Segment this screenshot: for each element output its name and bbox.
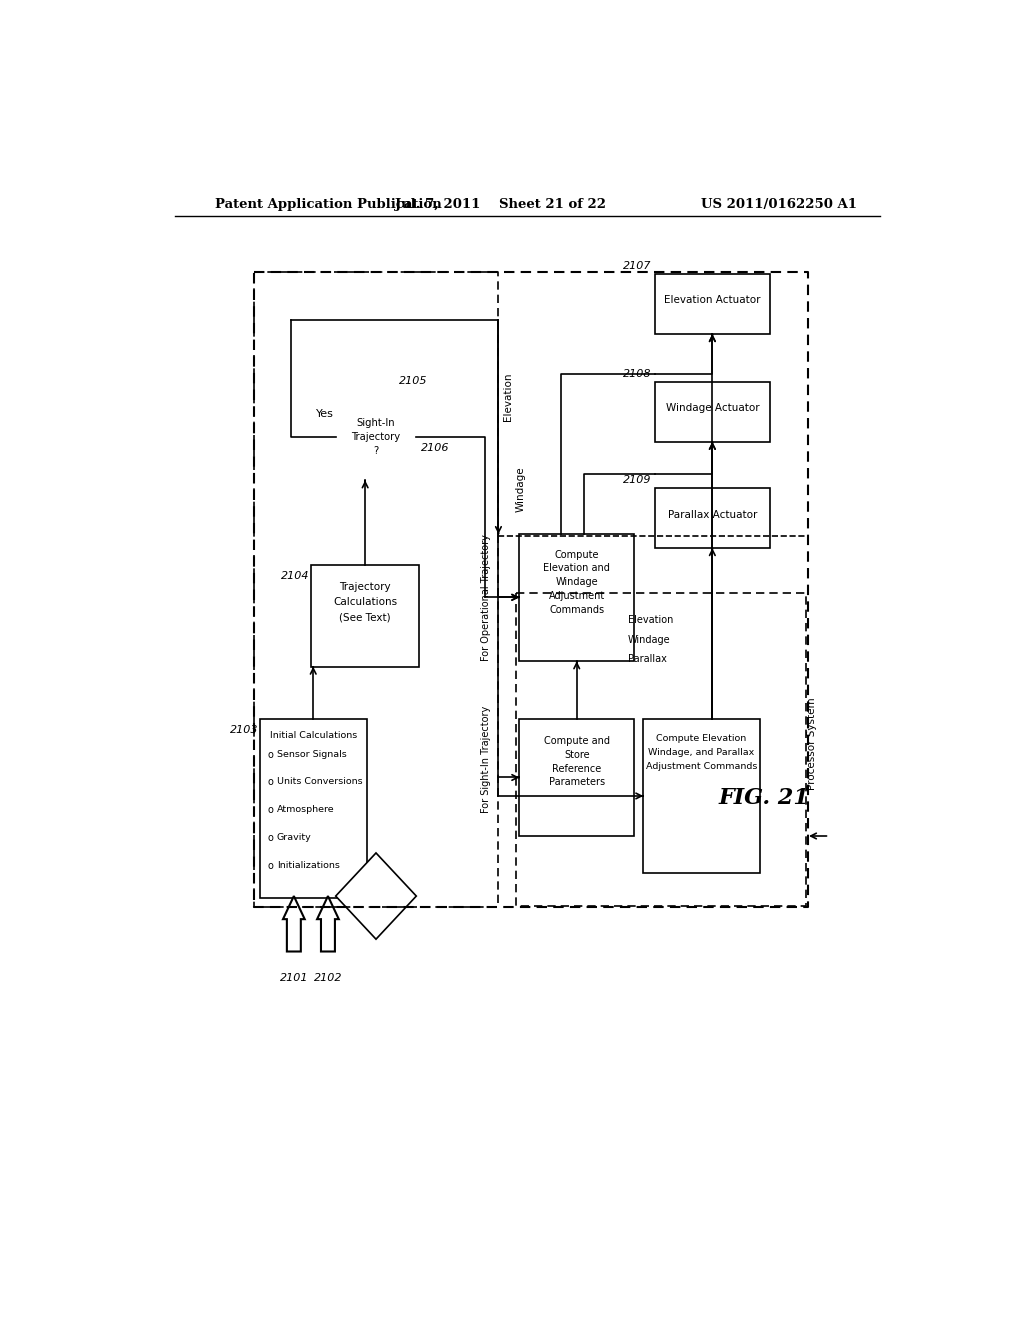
Polygon shape xyxy=(317,896,339,952)
Text: Windage Actuator: Windage Actuator xyxy=(666,404,759,413)
FancyBboxPatch shape xyxy=(655,381,770,442)
Text: Elevation: Elevation xyxy=(503,372,513,421)
Polygon shape xyxy=(283,896,305,952)
Text: Trajectory: Trajectory xyxy=(339,582,391,591)
Text: 2109: 2109 xyxy=(624,475,652,484)
Text: Sight-In: Sight-In xyxy=(356,418,395,428)
Text: Elevation Actuator: Elevation Actuator xyxy=(665,296,761,305)
Text: Trajectory: Trajectory xyxy=(351,432,400,442)
Text: Calculations: Calculations xyxy=(333,598,397,607)
Text: Elevation: Elevation xyxy=(628,615,673,626)
Text: 2107: 2107 xyxy=(624,261,652,271)
Text: o: o xyxy=(267,833,273,843)
Text: Windage: Windage xyxy=(628,635,671,644)
Text: Gravity: Gravity xyxy=(276,833,311,842)
Text: Processor System: Processor System xyxy=(807,697,817,789)
Text: Initializations: Initializations xyxy=(276,861,340,870)
Text: Sheet 21 of 22: Sheet 21 of 22 xyxy=(500,198,606,211)
Text: 2104: 2104 xyxy=(281,572,309,581)
Text: Windage, and Parallax: Windage, and Parallax xyxy=(648,748,755,758)
Text: Yes: Yes xyxy=(315,409,334,418)
Text: Parallax: Parallax xyxy=(628,653,667,664)
Text: 2101: 2101 xyxy=(280,973,308,983)
Text: Reference: Reference xyxy=(552,763,601,774)
FancyBboxPatch shape xyxy=(519,535,634,661)
Text: Compute Elevation: Compute Elevation xyxy=(656,734,746,743)
Text: ?: ? xyxy=(374,446,379,455)
Polygon shape xyxy=(336,853,417,940)
FancyBboxPatch shape xyxy=(519,719,634,836)
Text: o: o xyxy=(267,777,273,788)
Text: Parameters: Parameters xyxy=(549,777,605,788)
Text: Adjustment: Adjustment xyxy=(549,591,605,601)
Text: For Operational Trajectory: For Operational Trajectory xyxy=(481,533,492,661)
Text: Elevation and: Elevation and xyxy=(544,564,610,573)
Text: o: o xyxy=(267,750,273,760)
Text: Units Conversions: Units Conversions xyxy=(276,777,362,787)
Text: For Sight-In Trajectory: For Sight-In Trajectory xyxy=(481,705,492,813)
Text: Windage: Windage xyxy=(555,577,598,587)
Text: Initial Calculations: Initial Calculations xyxy=(269,731,356,741)
Text: US 2011/0162250 A1: US 2011/0162250 A1 xyxy=(701,198,857,211)
Text: Atmosphere: Atmosphere xyxy=(276,805,335,814)
Text: 2106: 2106 xyxy=(421,444,450,453)
Text: o: o xyxy=(267,805,273,816)
Text: 2108: 2108 xyxy=(624,368,652,379)
Text: 2103: 2103 xyxy=(229,725,258,735)
Text: Patent Application Publication: Patent Application Publication xyxy=(215,198,441,211)
Text: (See Text): (See Text) xyxy=(339,612,391,623)
Text: Windage: Windage xyxy=(516,467,526,512)
Text: FIG. 21: FIG. 21 xyxy=(718,787,809,808)
Text: Compute and: Compute and xyxy=(544,737,609,746)
Text: 2105: 2105 xyxy=(399,376,428,387)
FancyBboxPatch shape xyxy=(655,275,770,334)
Text: Sensor Signals: Sensor Signals xyxy=(276,750,346,759)
Text: Adjustment Commands: Adjustment Commands xyxy=(646,762,757,771)
Text: Parallax Actuator: Parallax Actuator xyxy=(668,510,757,520)
FancyBboxPatch shape xyxy=(311,565,420,667)
FancyBboxPatch shape xyxy=(260,719,367,898)
Text: Store: Store xyxy=(564,750,590,760)
Text: Jul. 7, 2011: Jul. 7, 2011 xyxy=(395,198,480,211)
FancyBboxPatch shape xyxy=(643,719,760,873)
Text: Compute: Compute xyxy=(554,549,599,560)
Text: 2102: 2102 xyxy=(313,973,342,983)
FancyBboxPatch shape xyxy=(655,488,770,548)
Text: Commands: Commands xyxy=(549,605,604,615)
Text: o: o xyxy=(267,861,273,871)
